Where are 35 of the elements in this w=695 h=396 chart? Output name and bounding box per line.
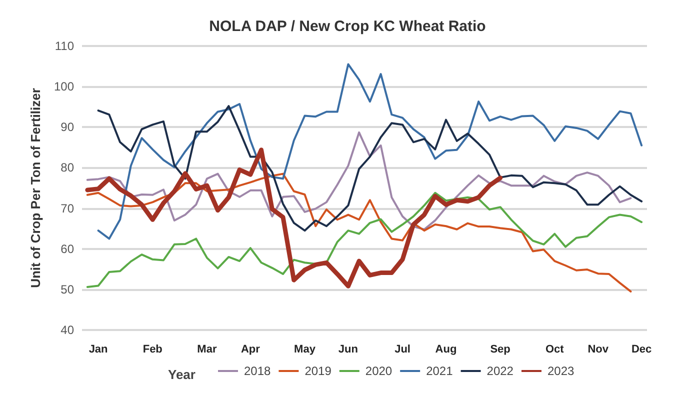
legend-title: Year [168,367,196,382]
legend-label: 2022 [486,364,514,378]
x-tick-label: Feb [142,344,163,356]
line-series [97,63,643,240]
x-tick-label: Dec [631,344,652,356]
y-tick-label: 80 [60,160,74,175]
legend-label: 2021 [426,364,454,378]
x-tick-label: Sep [490,344,511,356]
legend-label: 2020 [365,364,392,378]
x-tick-label: Mar [197,344,218,356]
y-tick-label: 60 [60,242,74,256]
x-tick-label: Jan [88,344,108,356]
y-tick-label: 50 [60,282,74,296]
y-tick-label: 40 [60,323,74,337]
chart-title: NOLA DAP / New Crop KC Wheat Ratio [209,18,486,35]
line-series [86,172,632,292]
x-tick-label: Nov [588,344,610,356]
x-tick-label: Jun [338,344,358,356]
x-tick-label: Oct [545,344,564,356]
legend-label: 2018 [244,364,272,378]
line-series [85,148,503,288]
y-tick-label: 70 [60,201,74,216]
y-tick-label: 110 [54,39,74,53]
x-tick-label: Aug [435,344,457,356]
x-tick-label: Apr [240,344,261,356]
y-tick-label: 100 [54,80,74,94]
line-series [97,105,643,232]
y-axis-title: Unit of Crop Per Ton of Fertilizer [28,88,43,288]
y-tick-label: 90 [60,120,74,134]
x-tick-label: May [294,344,316,356]
legend-label: 2023 [547,364,574,378]
line-series [86,192,643,288]
x-tick-label: Jul [394,344,410,356]
line-series [86,131,632,230]
legend-label: 2019 [304,364,332,378]
